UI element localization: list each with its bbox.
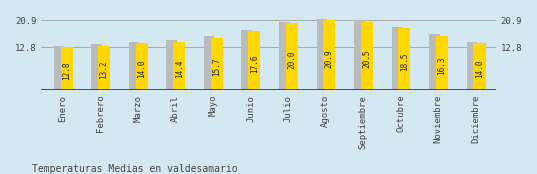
Bar xyxy=(166,40,177,90)
Bar xyxy=(316,19,327,90)
Bar xyxy=(391,27,402,90)
Text: 14.0: 14.0 xyxy=(475,60,484,78)
Bar xyxy=(354,20,365,90)
Bar xyxy=(54,46,64,90)
Text: 16.3: 16.3 xyxy=(438,56,446,75)
Text: 20.9: 20.9 xyxy=(325,49,334,68)
Text: 13.2: 13.2 xyxy=(99,61,108,79)
Bar xyxy=(361,22,373,90)
Bar xyxy=(242,30,252,90)
Bar xyxy=(429,34,440,90)
Text: 15.7: 15.7 xyxy=(212,57,221,76)
Text: Temperaturas Medias en valdesamario: Temperaturas Medias en valdesamario xyxy=(32,164,238,174)
Bar xyxy=(136,43,148,90)
Bar xyxy=(323,20,335,90)
Text: 14.0: 14.0 xyxy=(137,60,146,78)
Bar xyxy=(467,42,477,90)
Text: 18.5: 18.5 xyxy=(400,53,409,72)
Bar xyxy=(204,36,214,90)
Bar xyxy=(436,36,448,90)
Bar xyxy=(474,43,485,90)
Text: 14.4: 14.4 xyxy=(175,59,184,78)
Bar xyxy=(98,46,110,90)
Bar xyxy=(61,47,72,90)
Bar xyxy=(248,31,260,90)
Bar xyxy=(173,42,185,90)
Bar xyxy=(286,23,298,90)
Bar xyxy=(279,22,289,90)
Bar xyxy=(211,38,223,90)
Text: 20.0: 20.0 xyxy=(287,51,296,69)
Bar xyxy=(91,44,102,90)
Text: 12.8: 12.8 xyxy=(62,62,71,80)
Text: 17.6: 17.6 xyxy=(250,54,259,73)
Bar xyxy=(398,28,410,90)
Text: 20.5: 20.5 xyxy=(362,50,372,69)
Bar xyxy=(129,42,139,90)
